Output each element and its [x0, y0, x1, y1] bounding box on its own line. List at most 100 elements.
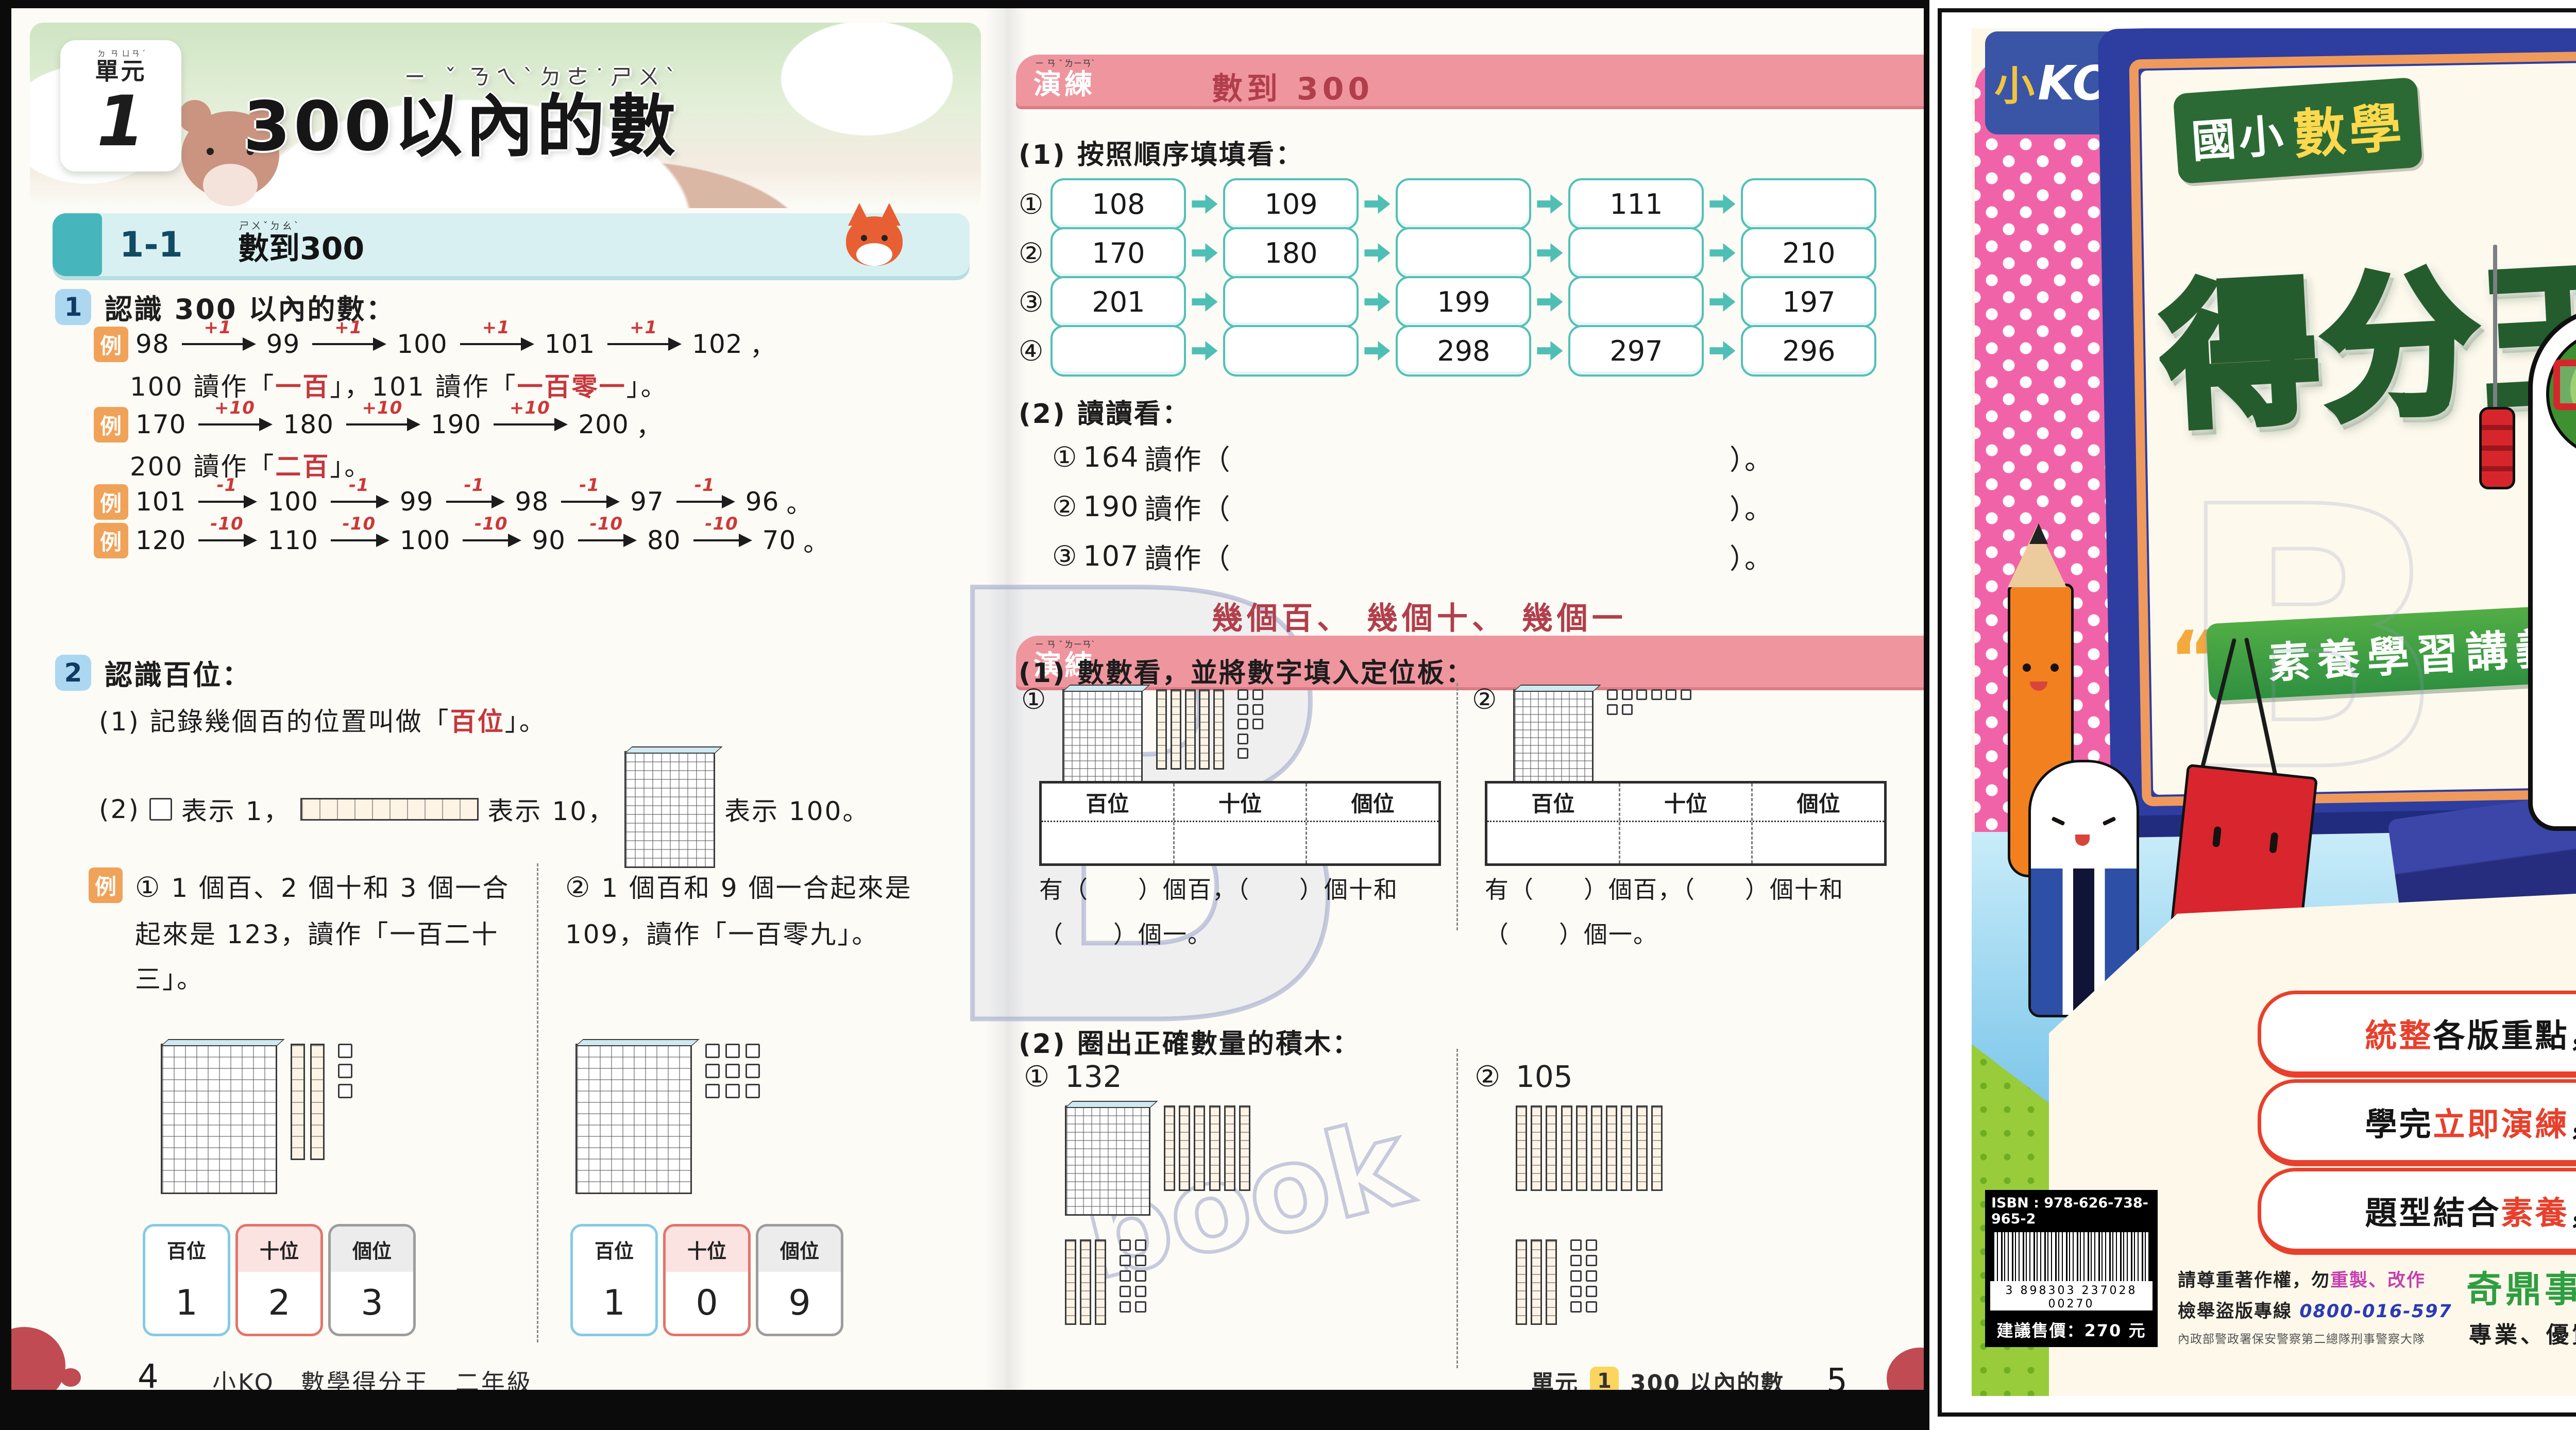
column-divider [1456, 683, 1458, 930]
publisher: 奇鼎事業．育鼎文教 [2466, 1268, 2576, 1310]
circle-item-b-number: ② [1475, 1060, 1501, 1094]
fill-box-blank [1568, 276, 1704, 328]
read-line-164: ① 164 讀作（）。 [1052, 441, 1773, 476]
reading-line-1: 100 讀作「一百」，101 讀作「一百零一」。 [130, 372, 668, 402]
arrow-icon [1537, 292, 1563, 312]
circle-item-b-bottom-blocks [1516, 1239, 1598, 1325]
section-code: 1-1 [120, 225, 183, 265]
blocks-count-b [1513, 689, 1691, 793]
running-footer-left: 小KO 數學得分王 二年級 [212, 1369, 533, 1390]
arrow-icon [1192, 194, 1218, 214]
fill-box-blank [1223, 325, 1359, 377]
page-number-left: 4 [138, 1358, 159, 1390]
unit-number: 1 [96, 81, 145, 162]
fox-icon [846, 203, 903, 266]
running-footer-right: 單元 1 300 以內的數 5 [1531, 1362, 1848, 1390]
point-2-number: 2 [55, 654, 91, 691]
unit-badge: 單ㄉㄢ元ㄩㄢˊ 1 [60, 40, 181, 172]
worked-example-1-text: ① 1 個百、2 個十和 3 個一合起來是 123，讀作「一百二十三」。 [135, 871, 510, 994]
fill-box-blank [1568, 227, 1704, 279]
example-badge: 例 [94, 522, 129, 558]
fill-sentence-a: 有（ ）個百，（ ）個十和（ ）個一。 [1039, 876, 1398, 949]
arrow-icon: -1 [198, 475, 258, 508]
circle-item-a-number: ① [1024, 1060, 1050, 1094]
arrow-icon: -1 [330, 475, 389, 508]
arrow-icon: +10 [346, 398, 420, 431]
fill-box: 201 [1050, 276, 1187, 328]
arrow-icon [1537, 341, 1563, 361]
arrow-icon: +10 [494, 398, 568, 431]
barcode: 3 898303 237028 00270 [1990, 1230, 2153, 1312]
arrow-icon [1537, 243, 1563, 263]
fill-box: 298 [1396, 325, 1532, 377]
base-ten-blocks-123 [161, 1044, 352, 1194]
fill-box: 199 [1396, 276, 1532, 328]
blocks-count-a [1062, 689, 1263, 793]
fill-box: 170 [1050, 227, 1187, 279]
copyright-line-2: 檢舉盜版專線 0800-016-597 [2178, 1301, 2452, 1322]
arrow-icon [1364, 292, 1391, 312]
point-2: 2 認識百位： [55, 652, 251, 693]
price: 建議售價：270 元 [1996, 1320, 2146, 1340]
fill-row-1: ① 108 109 111 [1019, 178, 1877, 230]
place-value-board-b: 百位 十位 個位 [1485, 781, 1887, 866]
fill-box: 109 [1223, 178, 1359, 230]
arrow-icon [1709, 243, 1736, 263]
section-banner-cap [53, 213, 102, 276]
arrow-icon: -10 [463, 514, 522, 547]
example-badge: 例 [89, 867, 123, 903]
drill-1-title: 數到 300 [1212, 71, 1374, 107]
example-seq-plus1: 例 98 +1 99 +1 100 +1 101 +1 102 ， [94, 317, 776, 363]
col-a-number: ① [1021, 683, 1046, 716]
copyright-line-1: 請尊重著作權，勿重製、改作 [2178, 1270, 2426, 1291]
page-fold [985, 8, 1026, 1390]
arrow-icon: +10 [198, 398, 273, 431]
fill-box-blank [1050, 325, 1187, 377]
circle-item-a-value: 132 [1065, 1059, 1122, 1094]
crab-icon [1887, 1348, 1924, 1390]
circle-item-b-value: 105 [1516, 1059, 1573, 1094]
arrow-icon: +1 [460, 317, 534, 351]
compass-needle [2493, 245, 2497, 415]
crab-icon [11, 1327, 65, 1390]
compass-character [2528, 307, 2576, 831]
example-seq-plus10: 例 170 +10 180 +10 190 +10 200 ， [94, 398, 663, 443]
arrow-icon: -10 [693, 514, 752, 547]
arrow-icon: -1 [561, 475, 620, 508]
section-title: 數ㄕㄨˇ到ㄉㄠˋ300 [238, 220, 365, 267]
arrow-icon [1192, 341, 1218, 361]
fill-box: 180 [1223, 227, 1359, 279]
fill-box-blank [1741, 178, 1877, 230]
arrow-icon: -1 [446, 475, 505, 508]
fill-box: 197 [1741, 276, 1877, 328]
arrow-icon [1709, 341, 1736, 361]
worked-example-2-text: ② 1 個百和 9 個一合起來是 109，讀作「一百零九」。 [565, 871, 912, 949]
column-divider [537, 863, 538, 1342]
fill-box-blank [1396, 178, 1532, 230]
unit-cube-icon [149, 798, 172, 821]
arrow-icon: -10 [330, 514, 389, 547]
base-ten-blocks-109 [575, 1044, 760, 1194]
column-divider [1456, 1049, 1458, 1368]
point-2-sub1: (1) 記錄幾個百的位置叫做「百位」。 [99, 707, 547, 737]
col-b-number: ② [1472, 683, 1497, 716]
fill-row-2: ② 170 180 210 [1019, 227, 1877, 279]
example-badge: 例 [94, 406, 129, 442]
arrow-icon: -10 [198, 514, 258, 547]
fill-box-blank [1396, 227, 1532, 279]
arrow-icon [1364, 243, 1391, 263]
ten-rod-icon [300, 798, 479, 821]
drill-1-badge: 演ㄧㄢˇ練ㄌㄧㄢˋ 1 [1016, 55, 1924, 106]
drill-2-title: 幾個百、 幾個十、 幾個一 [1212, 601, 1627, 637]
arrow-icon: +1 [181, 317, 256, 351]
place-value-cards-123: 百位 1 十位 2 個位 3 [143, 1224, 416, 1336]
arrow-icon [1192, 243, 1218, 263]
arrow-icon: -10 [578, 514, 637, 547]
example-seq-minus1: 例 101 -1 100 -1 99 -1 98 -1 97 -1 96 。 [94, 475, 812, 520]
isbn-block: ISBN : 978-626-738-965-2 3 898303 237028… [1985, 1190, 2158, 1347]
